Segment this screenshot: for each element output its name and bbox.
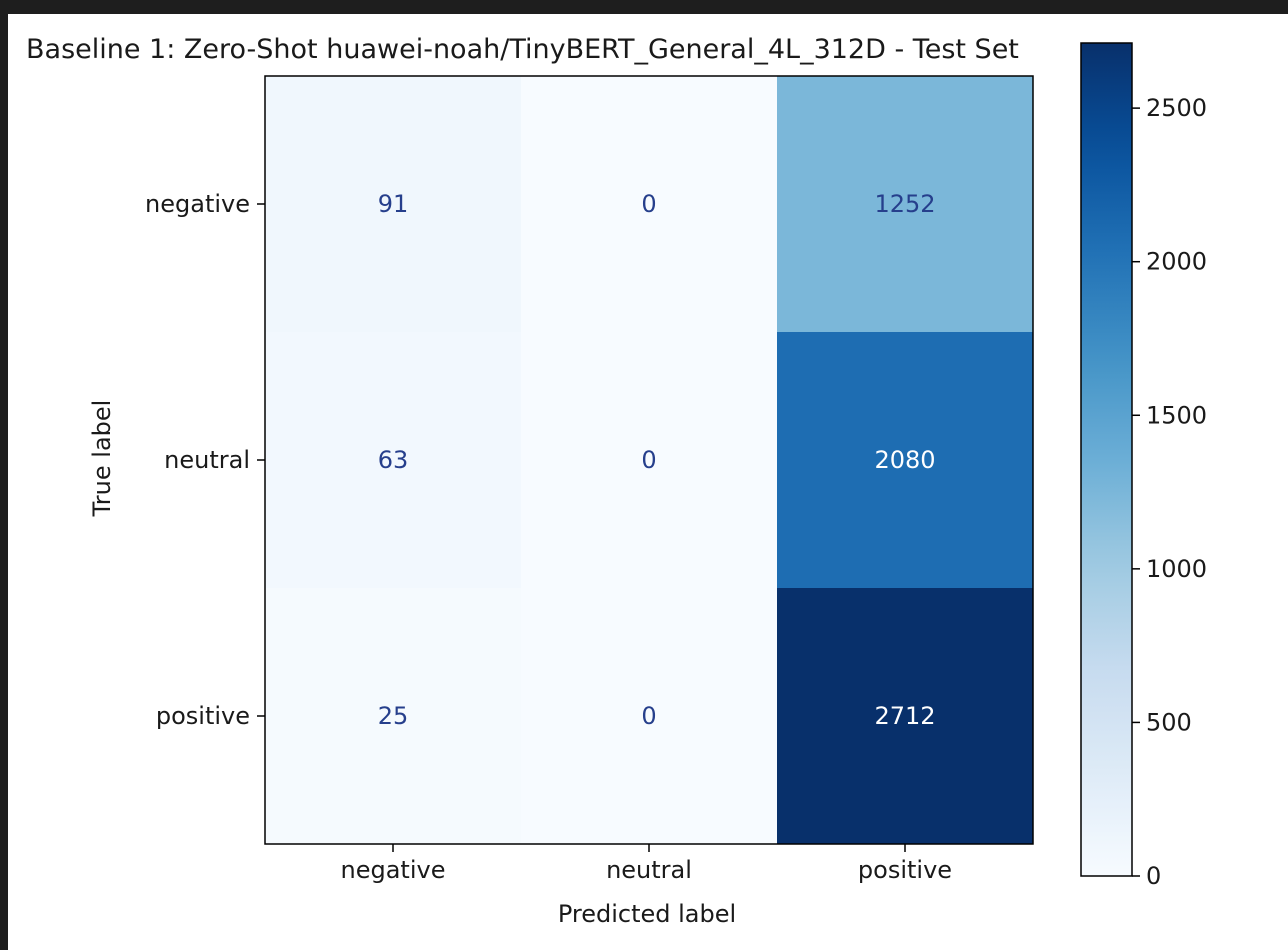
- cell-value: 0: [641, 446, 656, 474]
- chart-title: Baseline 1: Zero-Shot huawei-noah/TinyBE…: [26, 34, 1019, 65]
- colorbar: 0 500 1000 1500 2000 2500: [1080, 42, 1207, 890]
- matrix-cell: [521, 332, 778, 589]
- y-axis-label: True label: [88, 400, 116, 518]
- cell-value: 0: [641, 190, 656, 218]
- colorbar-tick-label: 2000: [1146, 248, 1207, 276]
- cell-value: 63: [378, 446, 409, 474]
- matrix-cell: [521, 76, 778, 333]
- x-tick-label: neutral: [606, 856, 692, 884]
- matrix-cell: [777, 332, 1034, 589]
- confusion-matrix-chart: 91 0 1252 63 0 2080 25 0 2712 0 500 1000 1500 2000 25…: [26, 34, 1207, 928]
- cell-value: 25: [378, 702, 409, 730]
- x-tick-label: positive: [858, 856, 952, 884]
- cell-value: 91: [378, 190, 409, 218]
- matrix-cell: [521, 588, 778, 845]
- colorbar-tick-label: 1500: [1146, 401, 1207, 429]
- matrix-cell: [777, 76, 1034, 333]
- y-tick-label: positive: [156, 702, 250, 730]
- matrix-cell: [265, 332, 522, 589]
- cell-value: 2080: [874, 446, 935, 474]
- colorbar-tick-label: 500: [1146, 708, 1192, 736]
- colorbar-tick-label: 1000: [1146, 555, 1207, 583]
- matrix-cells: 91 0 1252 63 0 2080 25 0 2712: [265, 76, 1034, 845]
- cell-value: 1252: [874, 190, 935, 218]
- x-tick-label: negative: [341, 856, 446, 884]
- matrix-cell: [265, 588, 522, 845]
- figure: 91 0 1252 63 0 2080 25 0 2712 0 500 1000 1500 2000 25…: [8, 14, 1288, 950]
- matrix-cell: [777, 588, 1034, 845]
- axes: negative neutral positive negative neutral po…: [145, 75, 1034, 884]
- colorbar-bar: [1080, 42, 1133, 877]
- y-tick-label: neutral: [164, 446, 250, 474]
- cell-value: 0: [641, 702, 656, 730]
- cell-value: 2712: [874, 702, 935, 730]
- x-axis-label: Predicted label: [558, 900, 736, 928]
- colorbar-tick-label: 2500: [1146, 94, 1207, 122]
- colorbar-tick-label: 0: [1146, 862, 1161, 890]
- matrix-cell: [265, 76, 522, 333]
- y-tick-label: negative: [145, 190, 250, 218]
